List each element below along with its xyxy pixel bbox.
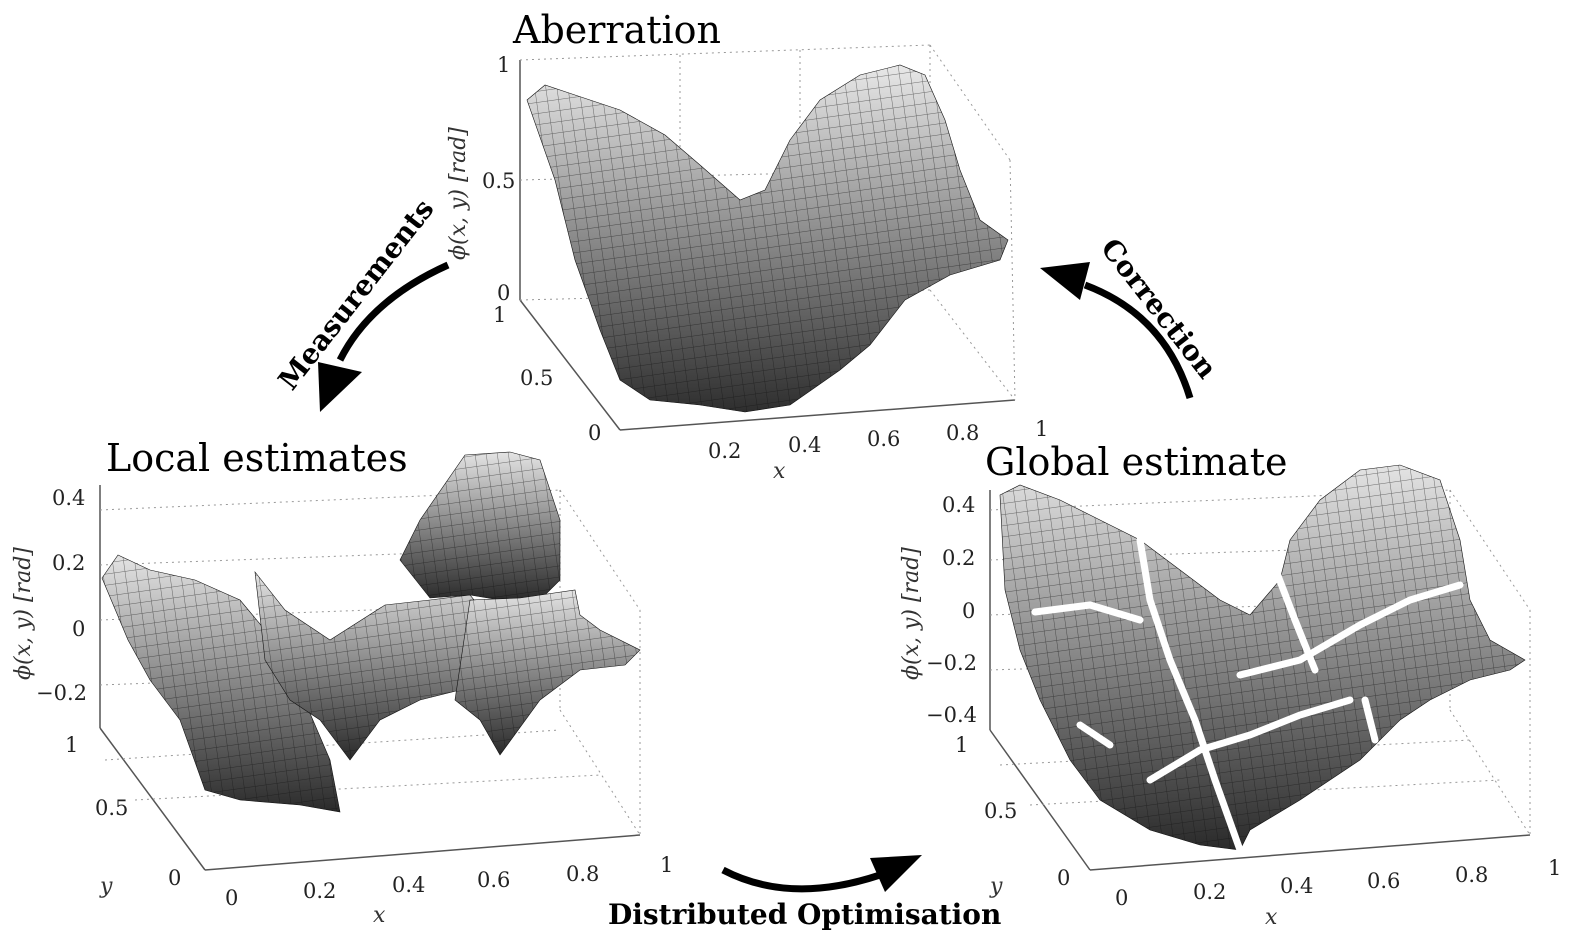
global-x-tick-0: 0: [1115, 886, 1128, 910]
global-x-label: x: [1265, 905, 1278, 930]
aberration-x-tick-02: 0.2: [708, 439, 741, 463]
aberration-x-tick-1: 1: [1035, 417, 1048, 441]
local-z-tick-02: 0.2: [52, 551, 85, 575]
aberration-x-label: x: [773, 459, 786, 484]
global-z-label: ϕ(x, y) [rad]: [899, 547, 924, 680]
local-title: Local estimates: [106, 436, 408, 480]
local-x-tick-08: 0.8: [566, 862, 599, 886]
global-y-tick-05: 0.5: [984, 799, 1017, 823]
global-y-tick-1: 1: [955, 733, 968, 757]
distributed-label: Distributed Optimisation: [608, 898, 1002, 931]
aberration-x-tick-06: 0.6: [867, 427, 900, 451]
global-z-tick-0: 0: [962, 599, 975, 623]
local-z-label: ϕ(x, y) [rad]: [11, 547, 36, 680]
local-z-tick-04: 0.4: [52, 486, 85, 510]
aberration-x-tick-08: 0.8: [946, 421, 979, 445]
global-z-tick-m02: −0.2: [926, 651, 977, 675]
aberration-z-tick-1: 1: [497, 53, 510, 77]
distributed-arrow: [721, 855, 922, 893]
aberration-z-tick-05: 0.5: [482, 169, 515, 193]
local-y-tick-1: 1: [65, 733, 78, 757]
local-x-tick-1: 1: [660, 853, 673, 877]
local-y-label: y: [99, 874, 113, 899]
local-x-label: x: [373, 903, 386, 928]
aberration-x-tick-04: 0.4: [788, 433, 821, 457]
measurements-arrow: [318, 261, 450, 412]
global-y-label: y: [989, 874, 1003, 899]
aberration-y-tick-1: 1: [493, 303, 506, 327]
global-z-tick-02: 0.2: [942, 546, 975, 570]
local-y-tick-0: 0: [168, 866, 181, 890]
aberration-y-tick-0: 0: [588, 421, 601, 445]
local-x-tick-06: 0.6: [477, 868, 510, 892]
aberration-z-label: ϕ(x, y) [rad]: [446, 127, 471, 260]
global-axes: [989, 490, 1531, 871]
correction-arrow: [1040, 262, 1194, 400]
local-z-tick-0: 0: [72, 617, 85, 641]
global-title: Global estimate: [985, 440, 1288, 484]
global-patch-seams: [1031, 536, 1464, 854]
local-axes: [99, 485, 641, 871]
global-x-tick-04: 0.4: [1280, 874, 1313, 898]
local-y-tick-05: 0.5: [95, 796, 128, 820]
global-y-tick-0: 0: [1057, 866, 1070, 890]
global-x-tick-02: 0.2: [1193, 880, 1226, 904]
local-z-tick-m02: −0.2: [36, 681, 87, 705]
local-x-tick-02: 0.2: [303, 879, 336, 903]
aberration-y-tick-05: 0.5: [520, 366, 553, 390]
local-x-tick-0: 0: [225, 886, 238, 910]
aberration-z-tick-0: 0: [497, 281, 510, 305]
global-z-tick-m04: −0.4: [926, 703, 977, 727]
global-x-tick-08: 0.8: [1455, 863, 1488, 887]
global-x-tick-1: 1: [1548, 856, 1561, 880]
local-x-tick-04: 0.4: [392, 873, 425, 897]
global-x-tick-06: 0.6: [1367, 869, 1400, 893]
global-z-tick-04: 0.4: [942, 493, 975, 517]
